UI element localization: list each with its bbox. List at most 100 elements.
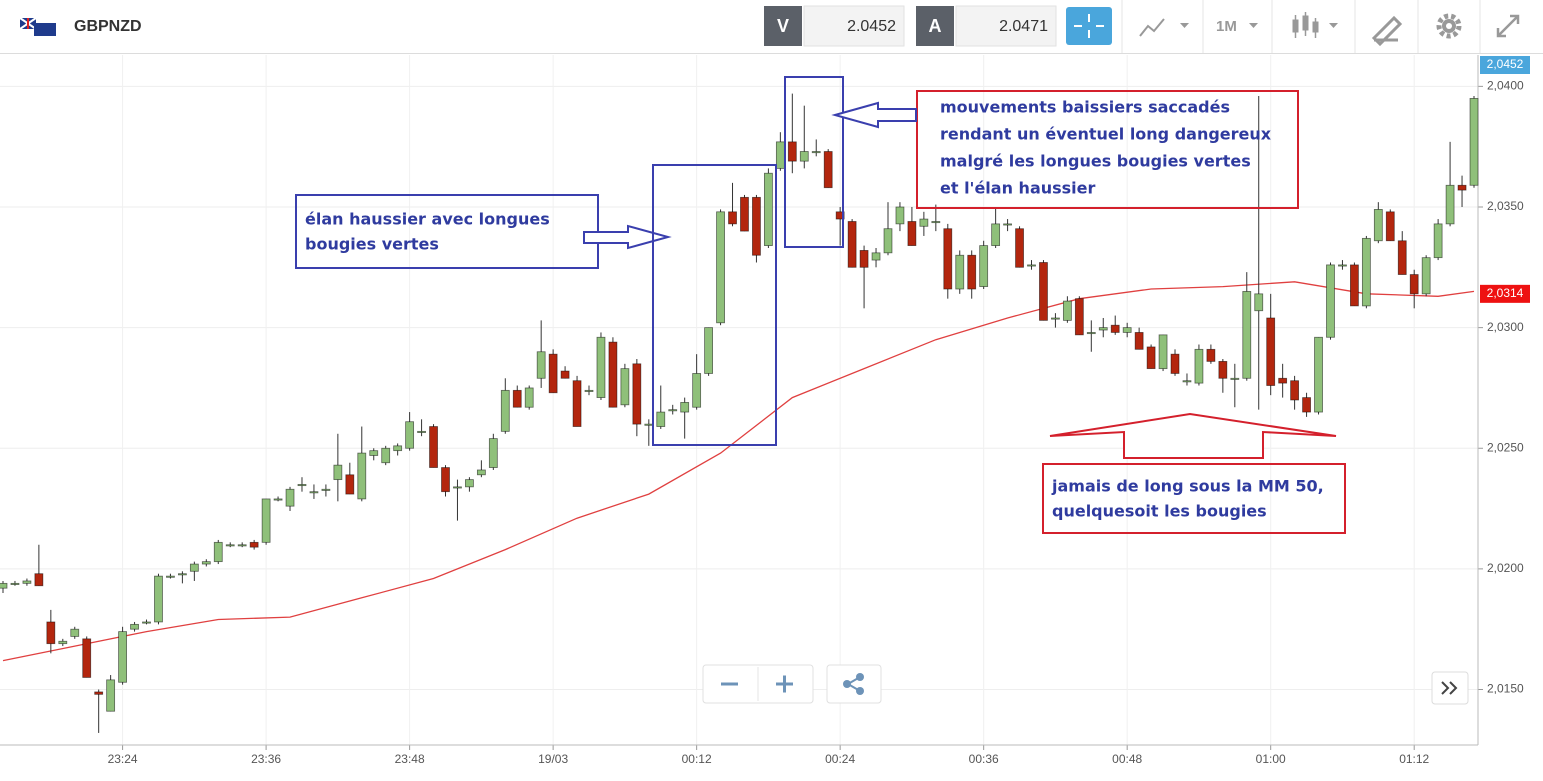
bid-box [803,5,905,47]
candle-body [500,389,510,432]
candle-body [369,450,379,456]
candle-body [991,223,1001,246]
fullscreen-button[interactable] [1496,14,1520,38]
candle-body [1338,264,1347,267]
chart-type-button[interactable] [1139,18,1189,37]
candle-body [931,221,941,224]
candle-body [716,211,725,324]
candle-body [58,640,68,645]
candle-body [1469,98,1479,186]
annotation-text: rendant un éventuel long dangereux [940,125,1272,144]
annotation-arrow [1049,412,1337,459]
candle-body [512,389,522,408]
annotation-text: malgré les longues bougies vertes [940,152,1251,171]
candle-body [1290,380,1300,401]
bid-label: V [777,16,789,36]
candle-body [297,484,307,487]
y-tick-label: 2,0150 [1487,682,1524,696]
y-tick-label: 2,0300 [1487,320,1524,334]
symbol: GBPNZD [74,18,142,35]
candle-body [919,218,929,227]
candle-body [321,488,331,491]
candle-body [847,221,857,268]
candle-body [752,196,761,256]
annotation-shapes [295,76,1346,534]
candle-body [680,402,690,413]
candle-body [225,544,235,547]
candle-body [1134,332,1144,350]
ask-label: A [929,16,942,36]
candle-body [1218,360,1228,379]
timeframe[interactable]: 1M [1216,18,1237,35]
candle-body [1266,317,1276,386]
candle-body [1397,240,1407,275]
annotation-texts: élan haussier avec longues bougies vertes… [305,98,1324,521]
candle-body [1421,257,1431,295]
candle-body [1242,291,1252,379]
candle-body [94,691,104,695]
candle-body [728,211,737,225]
candle-body [10,582,20,585]
candle-body [560,370,570,379]
candle-body [106,679,116,712]
candle-body [620,368,630,406]
candle-body [177,573,187,576]
candle-body [704,327,714,374]
bid-button[interactable] [764,6,802,46]
candle-body [405,421,415,449]
candle-body [1445,184,1455,225]
candle-body [393,445,403,452]
candle-body [955,254,965,290]
zoom-in-button[interactable] [776,675,793,693]
annotation-text: élan haussier avec longues [305,210,550,229]
draw-button[interactable] [1371,15,1403,47]
x-tick-label: 19/03 [538,752,568,766]
x-tick-label: 00:48 [1112,752,1142,766]
candle-body [536,351,546,379]
plot-area: 2,0150 2,0200 2,0250 2,0300 2,0350 2,0400 23:2… [0,55,1530,766]
candle-body [883,228,893,254]
price-tag [1480,56,1530,74]
candle-body [1122,327,1132,333]
candle-body [1003,223,1012,226]
candle-body [166,575,175,578]
ask-button[interactable] [916,6,954,46]
annotation-text: quelquesoit les bougies [1052,502,1267,521]
candle-body [1385,211,1395,242]
candle-body [943,228,953,290]
candle-body [34,573,44,587]
candle-body [596,336,606,398]
crosshair-button[interactable] [1066,7,1112,45]
flag-icon [19,17,56,36]
ask-price: 2.0471 [999,18,1048,35]
candle-body [1314,336,1323,413]
y-tick-label: 2,0350 [1487,199,1524,213]
candle-body [381,447,391,464]
x-tick-label: 00:36 [969,752,999,766]
candle-body [787,141,797,162]
annotation-box [916,90,1299,209]
candles-button[interactable] [1292,12,1338,38]
timeframe-caret [1249,23,1258,28]
settings-button[interactable] [1436,13,1462,39]
candle-body [273,498,283,501]
ask-box [955,5,1057,47]
candle-body [859,250,869,268]
candle-body [692,373,702,408]
scroll-end-button[interactable] [1431,671,1469,705]
candle-body [154,575,163,623]
candle-body [799,151,809,162]
candle-body [130,623,139,630]
share-button[interactable] [826,664,882,704]
highlight-box [652,164,777,446]
candle-body [453,486,462,489]
candle-body [967,254,977,290]
annotation-text: jamais de long sous la MM 50, [1051,477,1324,496]
candle-body [1074,298,1084,336]
candle-body [118,631,127,683]
candle-body [1098,327,1108,331]
candle-body [740,196,749,232]
candle-body [1051,317,1060,320]
bid-price: 2.0452 [847,18,896,35]
